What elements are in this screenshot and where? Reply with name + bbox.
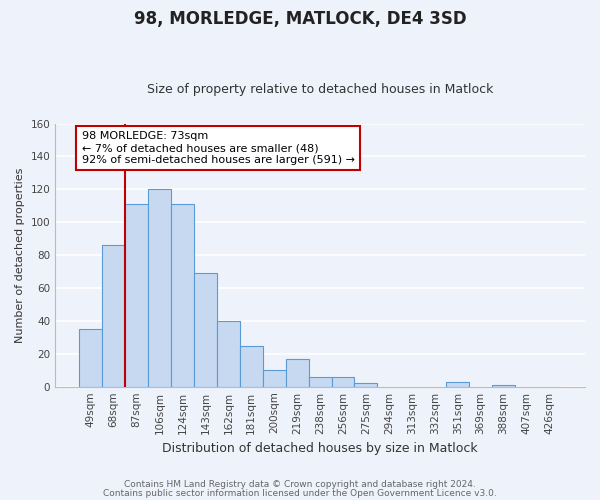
Text: 98 MORLEDGE: 73sqm
← 7% of detached houses are smaller (48)
92% of semi-detached: 98 MORLEDGE: 73sqm ← 7% of detached hous… [82, 132, 355, 164]
Bar [194, 273, 217, 386]
Text: Contains public sector information licensed under the Open Government Licence v3: Contains public sector information licen… [103, 489, 497, 498]
Bar [446, 382, 469, 386]
Bar [79, 329, 102, 386]
Text: 98, MORLEDGE, MATLOCK, DE4 3SD: 98, MORLEDGE, MATLOCK, DE4 3SD [134, 10, 466, 28]
Title: Size of property relative to detached houses in Matlock: Size of property relative to detached ho… [147, 83, 493, 96]
Bar [308, 377, 332, 386]
X-axis label: Distribution of detached houses by size in Matlock: Distribution of detached houses by size … [162, 442, 478, 455]
Bar [240, 346, 263, 387]
Y-axis label: Number of detached properties: Number of detached properties [15, 168, 25, 343]
Bar [332, 377, 355, 386]
Bar [148, 190, 171, 386]
Bar [286, 358, 308, 386]
Bar [102, 246, 125, 386]
Bar [263, 370, 286, 386]
Bar [171, 204, 194, 386]
Text: Contains HM Land Registry data © Crown copyright and database right 2024.: Contains HM Land Registry data © Crown c… [124, 480, 476, 489]
Bar [217, 321, 240, 386]
Bar [355, 384, 377, 386]
Bar [125, 204, 148, 386]
Bar [492, 385, 515, 386]
